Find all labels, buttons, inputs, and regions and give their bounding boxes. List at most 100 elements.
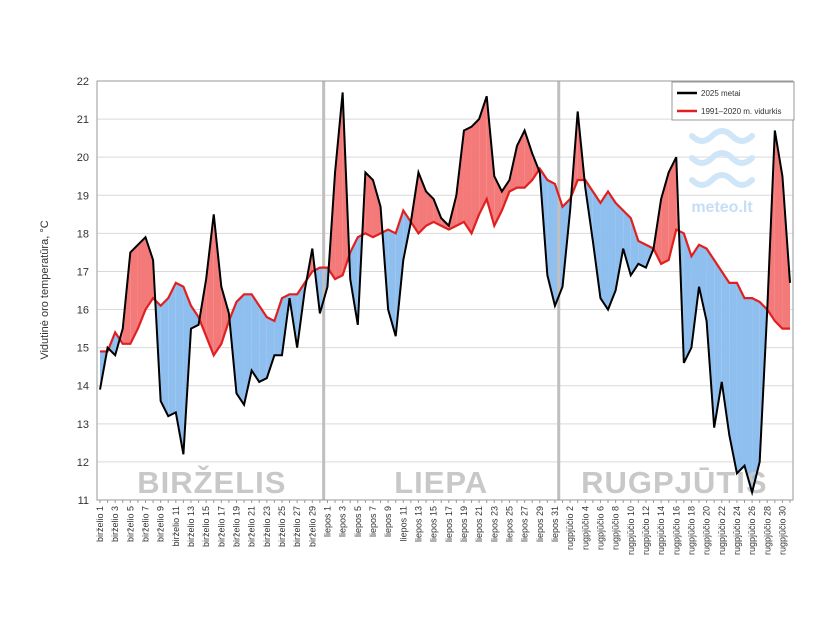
fill-above <box>372 180 381 238</box>
x-tick-label: rugpjūčio 30 <box>777 506 787 555</box>
y-tick-label: 21 <box>77 114 89 126</box>
plot-border <box>96 80 794 501</box>
x-tick-label: birželio 11 <box>171 506 181 546</box>
fill-below <box>744 298 753 493</box>
x-tick-label: rugpjūčio 18 <box>686 506 696 555</box>
month-label: LIEPA <box>394 465 488 500</box>
x-tick-label: liepos 5 <box>353 506 363 537</box>
x-tick-label: liepos 15 <box>429 506 439 542</box>
fill-below <box>608 191 616 310</box>
fill-below <box>388 229 396 337</box>
fill-below <box>592 191 601 299</box>
fill-below <box>691 244 700 348</box>
x-tick-label: birželio 13 <box>186 506 196 547</box>
x-tick-label: liepos 27 <box>520 506 530 542</box>
y-axis-label: Vidutinė oro temperatūra, °C <box>39 220 51 359</box>
fill-below <box>168 282 176 417</box>
fill-below <box>706 248 715 428</box>
x-tick-label: birželio 19 <box>231 506 241 547</box>
fill-above <box>463 126 472 234</box>
legend-box <box>671 81 795 121</box>
x-tick-label: liepos 17 <box>444 506 454 542</box>
fill-below <box>160 298 169 417</box>
x-tick-label: rugpjūčio 12 <box>641 506 651 555</box>
legend-label: 2025 metai <box>701 89 741 98</box>
y-tick-label: 13 <box>77 419 89 431</box>
y-tick-label: 15 <box>77 343 89 355</box>
fill-below <box>547 180 555 306</box>
logo-icon <box>689 128 755 188</box>
fill-above <box>471 119 480 234</box>
x-tick-label: rugpjūčio 14 <box>656 506 666 555</box>
x-tick-label: liepos 25 <box>504 506 514 542</box>
y-tick-label: 22 <box>77 76 89 88</box>
x-tick-label: liepos 21 <box>474 506 484 542</box>
x-tick-label: birželio 3 <box>110 506 120 542</box>
fill-above <box>517 130 525 188</box>
x-tick-label: rugpjūčio 22 <box>717 506 727 555</box>
x-tick-label: birželio 5 <box>125 506 135 542</box>
x-tick-label: liepos 13 <box>413 506 423 542</box>
fill-below <box>752 298 760 493</box>
x-tick-label: rugpjūčio 28 <box>762 506 772 555</box>
fill-above <box>479 96 487 215</box>
series-line <box>99 92 791 497</box>
fill-below <box>683 233 692 363</box>
x-tick-label: liepos 29 <box>535 506 545 542</box>
fill-above <box>335 92 343 280</box>
fill-below <box>623 210 631 276</box>
y-tick-label: 16 <box>77 305 89 317</box>
fill-below <box>190 305 199 329</box>
fill-below <box>274 298 282 356</box>
series-line <box>100 166 790 358</box>
fill-below <box>395 210 404 337</box>
x-tick-label: birželio 23 <box>262 506 272 547</box>
x-tick-label: birželio 7 <box>140 506 150 542</box>
fill-below <box>736 282 745 474</box>
x-tick-label: liepos 3 <box>338 506 348 537</box>
x-tick-label: rugpjūčio 8 <box>611 506 621 550</box>
logo-text: meteo.lt <box>691 199 753 216</box>
y-tick-label: 20 <box>77 152 89 164</box>
y-tick-label: 11 <box>78 495 89 507</box>
fill-above <box>524 130 533 188</box>
x-tick-label: birželio 15 <box>201 506 211 547</box>
x-tick-label: liepos 19 <box>459 506 469 542</box>
x-tick-label: birželio 21 <box>247 506 257 547</box>
fill-above <box>486 96 495 226</box>
x-tick-label: birželio 17 <box>216 506 226 547</box>
fill-below <box>266 317 275 379</box>
fill-below <box>699 244 707 321</box>
x-tick-label: rugpjūčio 26 <box>747 506 757 555</box>
x-tick-label: birželio 29 <box>307 506 317 547</box>
fill-below <box>630 218 639 276</box>
x-tick-label: rugpjūčio 6 <box>595 506 605 550</box>
fill-below <box>638 240 646 268</box>
x-tick-label: rugpjūčio 20 <box>702 506 712 555</box>
x-tick-label: birželio 25 <box>277 506 287 547</box>
fill-above <box>426 191 434 226</box>
fill-below <box>600 191 609 310</box>
x-tick-label: rugpjūčio 10 <box>626 506 636 555</box>
legend-label: 1991–2020 m. vidurkis <box>701 107 782 116</box>
fill-below <box>175 282 184 455</box>
fill-below <box>259 305 267 382</box>
y-tick-label: 12 <box>77 457 89 469</box>
fill-below <box>714 260 722 428</box>
fill-above <box>213 214 222 356</box>
fill-below <box>615 202 624 291</box>
fill-above <box>365 172 373 238</box>
x-tick-label: liepos 31 <box>550 506 560 542</box>
fill-above <box>137 237 146 329</box>
x-tick-label: liepos 1 <box>322 506 332 537</box>
y-tick-label: 14 <box>77 381 89 393</box>
fill-below <box>350 237 358 325</box>
x-tick-label: rugpjūčio 24 <box>732 506 742 555</box>
x-tick-label: birželio 1 <box>95 506 105 542</box>
x-tick-label: birželio 9 <box>156 506 166 542</box>
fill-above <box>130 244 138 344</box>
fill-below <box>729 282 737 474</box>
x-tick-label: birželio 27 <box>292 506 302 547</box>
fill-above <box>774 130 783 329</box>
